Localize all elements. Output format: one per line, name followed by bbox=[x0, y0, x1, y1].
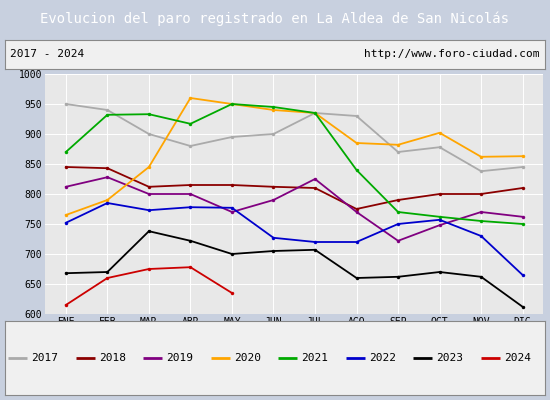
Text: 2021: 2021 bbox=[301, 353, 328, 363]
Text: 2017 - 2024: 2017 - 2024 bbox=[10, 50, 85, 60]
Text: 2024: 2024 bbox=[504, 353, 531, 363]
Text: 2020: 2020 bbox=[234, 353, 261, 363]
Text: http://www.foro-ciudad.com: http://www.foro-ciudad.com bbox=[364, 50, 540, 60]
Text: 2022: 2022 bbox=[369, 353, 396, 363]
Text: 2019: 2019 bbox=[167, 353, 194, 363]
Text: 2023: 2023 bbox=[437, 353, 464, 363]
Text: 2017: 2017 bbox=[31, 353, 58, 363]
Text: Evolucion del paro registrado en La Aldea de San Nicolás: Evolucion del paro registrado en La Alde… bbox=[41, 11, 509, 26]
Text: 2018: 2018 bbox=[99, 353, 126, 363]
